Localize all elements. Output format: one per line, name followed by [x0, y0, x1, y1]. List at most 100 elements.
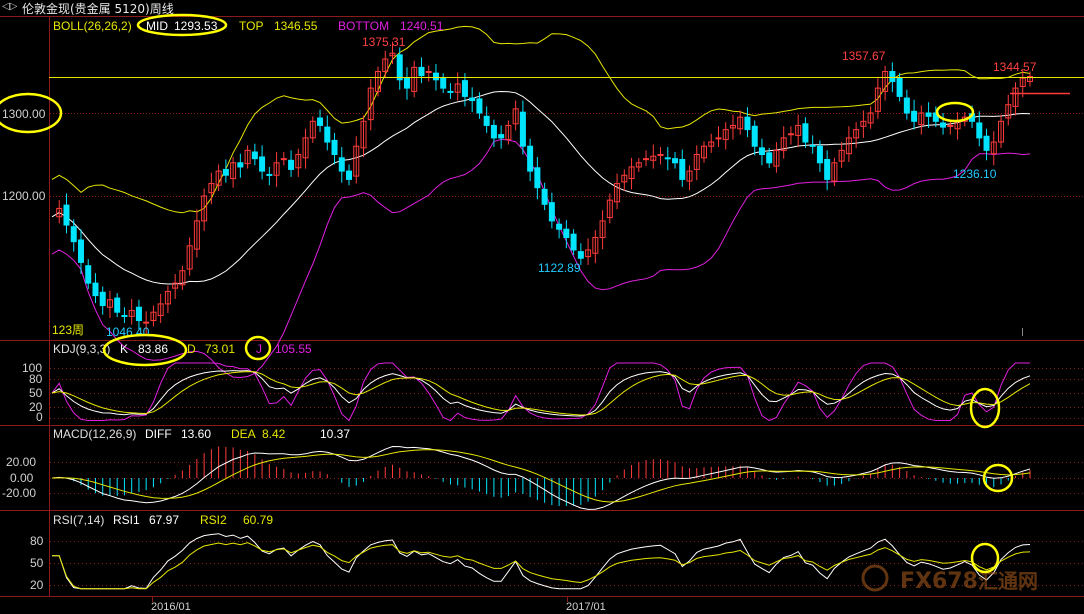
candle-body [143, 321, 150, 324]
candle-body [251, 151, 258, 160]
candle-body [903, 97, 910, 114]
candle-body [940, 122, 947, 128]
candle-body [527, 145, 534, 172]
candle-body [360, 120, 367, 149]
candle-body [230, 162, 237, 180]
candle-body [809, 144, 816, 147]
annotation-high-3: 1344.57 [993, 60, 1037, 74]
candle-body [1005, 104, 1012, 119]
candle-body [403, 77, 410, 89]
candle-body [606, 199, 613, 219]
candle-body [882, 71, 889, 92]
candle-body [990, 141, 997, 155]
boll-bottom-label: BOTTOM [338, 19, 389, 33]
candle-body [628, 166, 635, 180]
candle-body [135, 306, 142, 322]
kdj-header: KDJ(9,3,3) [53, 342, 110, 356]
boll-mid-line [51, 90, 1031, 285]
candle-body [215, 170, 222, 186]
candle-body [201, 195, 208, 222]
candle-body [85, 265, 92, 284]
window-nav-icon[interactable]: ◁▷ [2, 1, 18, 12]
candle-body [657, 154, 664, 156]
kdj-d-value: 73.01 [205, 342, 235, 356]
boll-top-line [51, 25, 1031, 214]
boll-top-label: TOP [239, 19, 263, 33]
candle-body [824, 158, 831, 180]
highlight-kdj-cross [969, 387, 1001, 429]
candle-body [367, 87, 374, 121]
candle-body [454, 83, 461, 93]
candle-body [744, 116, 751, 131]
candle-body [585, 249, 592, 258]
watermark-sub: 汇通网 [978, 569, 1038, 593]
kdj-d-line [51, 371, 1031, 416]
candle-body [867, 112, 874, 124]
candle-body [541, 188, 548, 205]
candle-body [614, 183, 621, 203]
candle-body [889, 71, 896, 82]
candle-body [70, 226, 77, 243]
candle-body [556, 223, 563, 230]
candle-body [650, 155, 657, 161]
highlight-macd-cross [982, 463, 1014, 493]
candle-body [635, 162, 642, 168]
candle-body [498, 134, 505, 139]
candle-body [838, 149, 845, 162]
candle-body [317, 117, 324, 126]
candle-body [976, 122, 983, 139]
rsi-lines [52, 533, 1031, 590]
boll-bottom-value: 1240.51 [400, 19, 444, 33]
candle-body [998, 120, 1005, 143]
candle-body [476, 98, 483, 114]
boll-top-value: 1346.55 [274, 19, 318, 33]
highlight-ellipses [0, 13, 1014, 574]
rsi-tick-80: 80 [30, 534, 44, 548]
candle-body [592, 237, 599, 254]
candle-body [947, 124, 954, 127]
candle-body [729, 124, 736, 129]
candle-body [679, 158, 686, 180]
candle-body [534, 167, 541, 189]
candle-body [461, 80, 468, 97]
candle-body [701, 145, 707, 159]
boll-mid-label: MID [146, 19, 168, 33]
candle-body [150, 311, 157, 322]
x-label-2017: 2017/01 [566, 601, 606, 613]
candle-body [411, 66, 418, 92]
kdj-j-label: J [256, 342, 262, 356]
candle-body [577, 251, 584, 259]
candle-body [860, 120, 867, 127]
macd-dea-label: DEA [231, 427, 256, 441]
candle-body [751, 125, 758, 147]
candle-body [309, 120, 316, 139]
macd-value: 10.37 [320, 427, 350, 441]
rsi2-line [52, 542, 1031, 590]
kdj-j-value: 105.55 [275, 342, 312, 356]
kdj-lines [51, 362, 1031, 422]
candle-body [831, 162, 838, 182]
candle-body [874, 87, 881, 112]
candle-body [686, 170, 693, 182]
candle-body [548, 202, 555, 222]
candle-body [845, 137, 852, 155]
macd-tick-20: 20.00 [6, 455, 36, 469]
rsi2-value: 60.79 [243, 513, 273, 527]
kdj-k-value: 83.86 [138, 342, 168, 356]
macd-header: MACD(12,26,9) [53, 427, 136, 441]
boll-bands [51, 25, 1031, 379]
candle-body [795, 124, 802, 136]
candle-body [599, 220, 606, 238]
macd-dea-value: 8.42 [262, 427, 286, 441]
panel-frame [0, 16, 1084, 597]
candle-body [722, 129, 729, 141]
highlight-k [102, 333, 188, 367]
candle-body [389, 52, 396, 57]
candle-body [396, 54, 403, 81]
candle-body [570, 233, 577, 251]
watermark-logo-icon [861, 564, 889, 592]
chart-title: 伦敦金现(贵金属 5120)周线 [22, 2, 174, 16]
candle-body [237, 162, 244, 168]
candle-body [563, 228, 570, 238]
candle-body [918, 112, 925, 126]
